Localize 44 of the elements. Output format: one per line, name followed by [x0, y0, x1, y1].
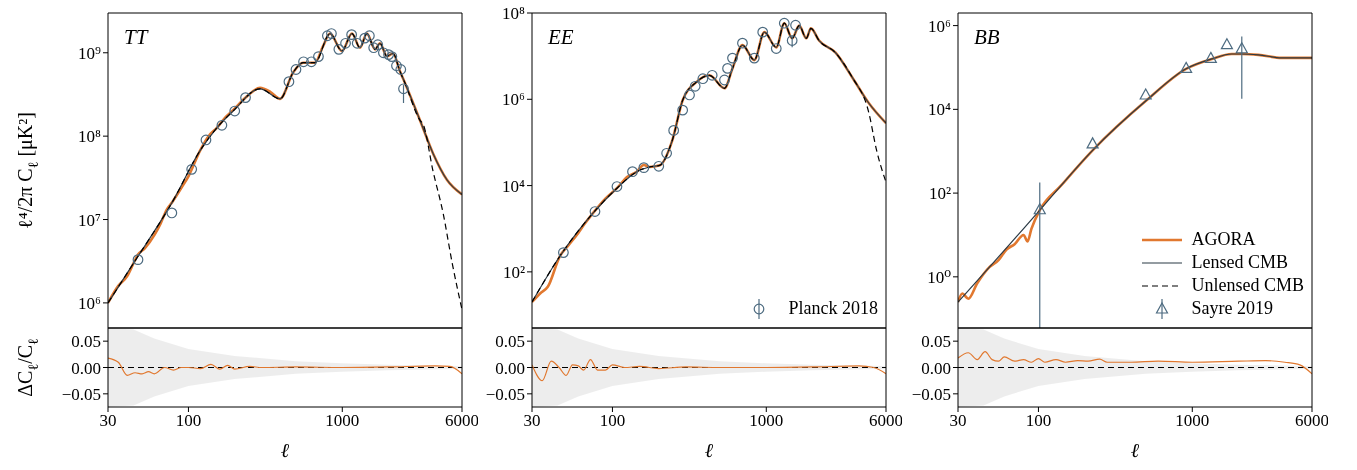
- legend-label: Planck 2018: [788, 298, 878, 319]
- y-tick-label: −0.05: [485, 384, 525, 404]
- legend-label: AGORA: [1191, 229, 1256, 250]
- x-tick-label: 6000: [445, 411, 479, 431]
- x-tick-label: 100: [1025, 411, 1052, 431]
- legend-label: Unlensed CMB: [1191, 275, 1304, 296]
- x-tick-label: 6000: [1295, 411, 1329, 431]
- y-tick-label: 10⁷: [78, 210, 102, 230]
- y-tick-label: −0.05: [911, 384, 951, 404]
- x-tick-label: 30: [99, 411, 117, 431]
- y-tick-label: 0.00: [71, 358, 101, 378]
- y-tick-label: 10⁹: [78, 43, 102, 63]
- y-tick-label: 0.05: [71, 332, 101, 352]
- x-tick-label: 100: [599, 411, 626, 431]
- x-axis-title: ℓ: [280, 439, 290, 461]
- x-tick-label: 100: [175, 411, 202, 431]
- x-tick-label: 1000: [1175, 411, 1210, 431]
- y-tick-label: 10⁸: [78, 127, 102, 147]
- y-tick-label: 10²: [502, 262, 525, 282]
- y-tick-label: 0.00: [921, 358, 951, 378]
- y-tick-label: 10⁴: [928, 100, 952, 120]
- y-tick-label: 10⁸: [502, 4, 526, 24]
- x-tick-label: 30: [523, 411, 541, 431]
- text: EE: [548, 25, 574, 49]
- legend-label: Sayre 2019: [1191, 298, 1273, 319]
- legend-label: Lensed CMB: [1191, 252, 1288, 273]
- x-tick-label: 1000: [325, 411, 360, 431]
- x-tick-label: 6000: [869, 411, 903, 431]
- y-tick-label: 10⁶: [928, 16, 952, 36]
- y-tick-label: 10⁴: [502, 176, 526, 196]
- text: TT: [124, 25, 148, 49]
- x-axis-title: ℓ: [704, 439, 714, 461]
- y-tick-label: 10⁶: [502, 90, 526, 110]
- y-tick-label: −0.05: [61, 384, 101, 404]
- y-tick-label: 10⁶: [78, 293, 102, 313]
- y-tick-label: 0.05: [495, 332, 525, 352]
- x-axis-title: ℓ: [1130, 439, 1140, 461]
- text: BB: [974, 25, 1000, 49]
- y-tick-label: 10⁰: [927, 267, 952, 287]
- x-tick-label: 30: [949, 411, 967, 431]
- y-tick-label: 0.00: [495, 358, 525, 378]
- y-tick-label: 0.05: [921, 332, 951, 352]
- y-tick-label: 10²: [928, 184, 951, 204]
- x-tick-label: 1000: [749, 411, 784, 431]
